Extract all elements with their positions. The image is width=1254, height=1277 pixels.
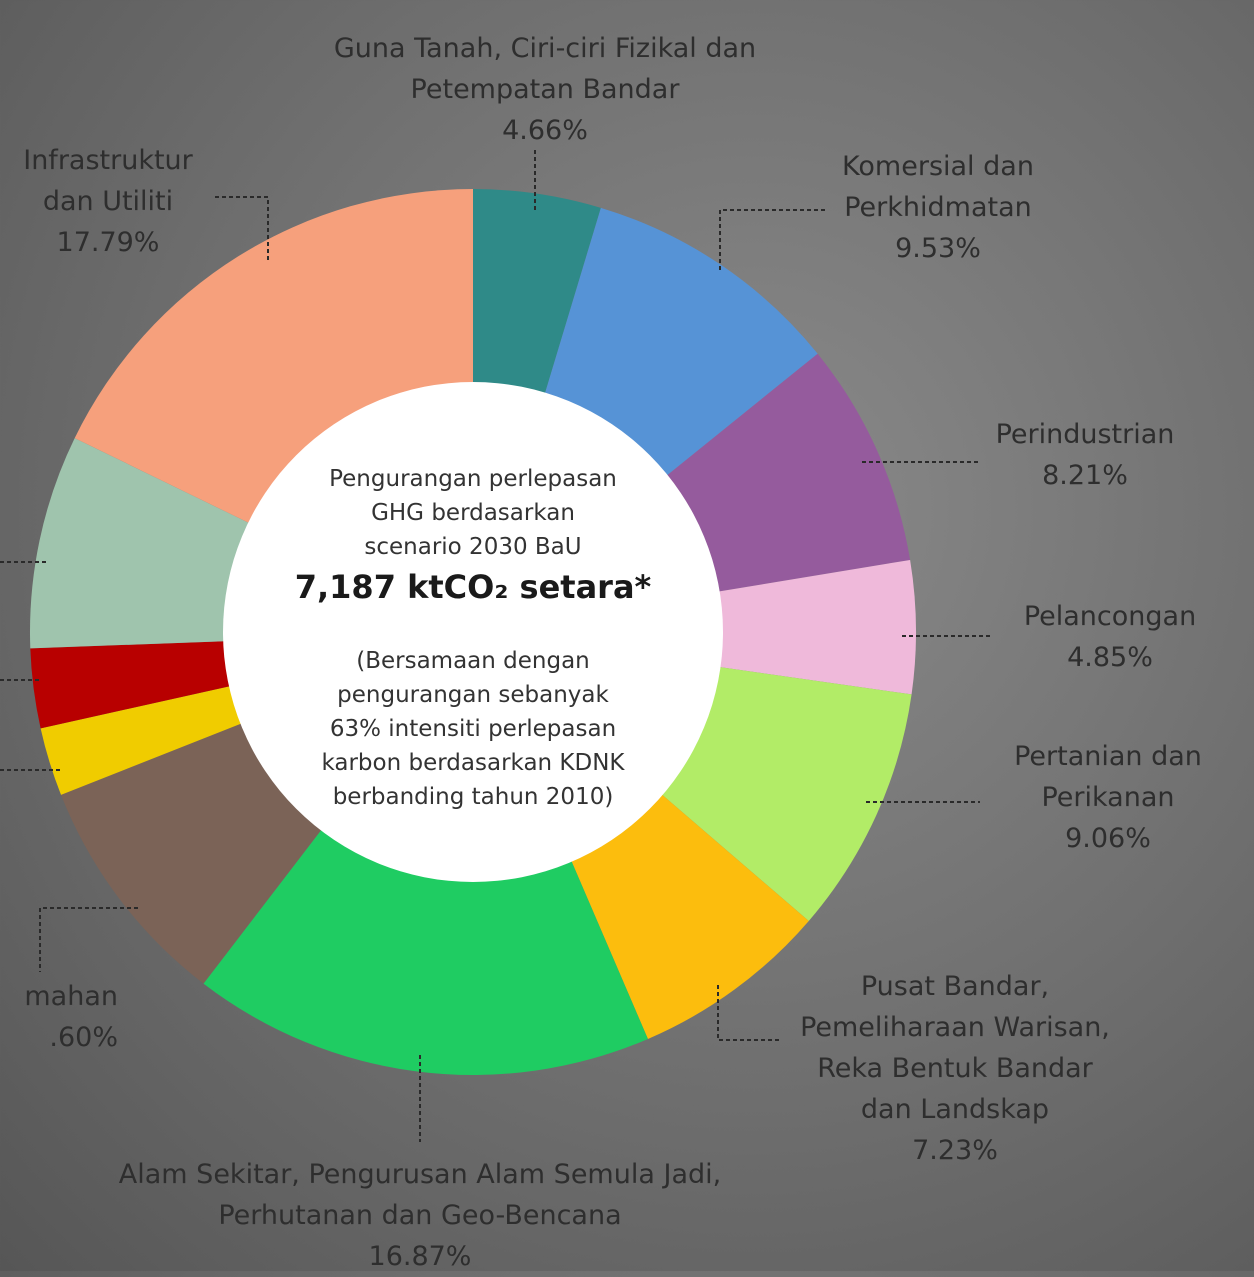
slice-percent: .60% (49, 1022, 118, 1053)
leader-lines (0, 150, 990, 1142)
slice-percent: 17.79% (56, 227, 160, 258)
slice-label: Pusat Bandar, Pemeliharaan Warisan, Reka… (790, 966, 1120, 1171)
slice-label: Infrastruktur dan Utiliti 17.79% (0, 140, 218, 263)
slice-percent: 4.85% (1067, 642, 1153, 673)
slice-percent: 8.21% (1042, 460, 1128, 491)
leader-line (39, 907, 138, 972)
slice-label: mahan .60% (0, 976, 118, 1058)
center-disk (223, 382, 723, 882)
center-note: 63% intensiti perlepasan (330, 716, 616, 742)
center-line: Pengurangan perlepasan (329, 466, 617, 492)
slice-percent: 16.87% (368, 1241, 472, 1272)
slice-name: mahan (24, 981, 118, 1012)
center-value: 7,187 ktCO₂ setara* (295, 568, 652, 606)
slice-percent: 9.06% (1065, 823, 1151, 854)
slice-name: Pusat Bandar, Pemeliharaan Warisan, Reka… (800, 971, 1110, 1125)
slice-label: Pelancongan 4.85% (980, 596, 1240, 678)
slice-label: Perindustrian 8.21% (955, 414, 1215, 496)
center-line: GHG berdasarkan (371, 500, 575, 526)
slice-name: Alam Sekitar, Pengurusan Alam Semula Jad… (118, 1159, 722, 1231)
center-note: berbanding tahun 2010) (333, 784, 614, 810)
slice-name: Pelancongan (1023, 601, 1197, 632)
leader-line (719, 209, 825, 272)
leader-line (215, 196, 269, 260)
slice-name: Pertanian dan Perikanan (1014, 741, 1202, 813)
center-note: (Bersamaan dengan (356, 648, 590, 674)
slice-percent: 4.66% (502, 115, 588, 146)
slice-name: Guna Tanah, Ciri-ciri Fizikal dan Petemp… (333, 33, 757, 105)
slice-percent: 9.53% (895, 233, 981, 264)
center-note: pengurangan sebanyak (337, 682, 609, 708)
slice-label: Guna Tanah, Ciri-ciri Fizikal dan Petemp… (315, 28, 775, 151)
slice-label: Pertanian dan Perikanan 9.06% (978, 736, 1238, 859)
center-line: scenario 2030 BaU (364, 534, 581, 560)
slice-label: Komersial dan Perkhidmatan 9.53% (808, 146, 1068, 269)
slice-name: Komersial dan Perkhidmatan (842, 151, 1034, 223)
slice-name: Infrastruktur dan Utiliti (23, 145, 193, 217)
center-text: Pengurangan perlepasan GHG berdasarkan sce… (295, 466, 652, 810)
slice-percent: 7.23% (912, 1135, 998, 1166)
slice-name: Perindustrian (995, 419, 1175, 450)
slice-label: Alam Sekitar, Pengurusan Alam Semula Jad… (50, 1154, 790, 1277)
center-note: karbon berdasarkan KDNK (321, 750, 625, 776)
